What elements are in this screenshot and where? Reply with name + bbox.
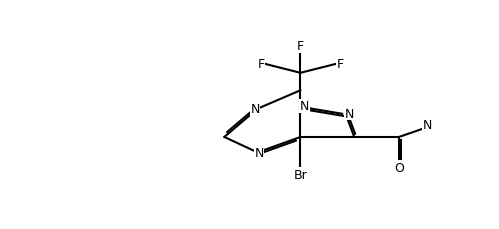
Text: N: N xyxy=(250,103,260,116)
Text: F: F xyxy=(297,40,304,53)
Text: N: N xyxy=(299,100,309,113)
Text: O: O xyxy=(394,161,404,174)
Text: Br: Br xyxy=(293,168,307,181)
Text: F: F xyxy=(336,58,343,71)
Text: F: F xyxy=(257,58,264,71)
Text: H: H xyxy=(426,117,433,127)
Text: N: N xyxy=(345,107,354,120)
Text: N: N xyxy=(423,118,432,131)
Text: N: N xyxy=(254,146,263,159)
